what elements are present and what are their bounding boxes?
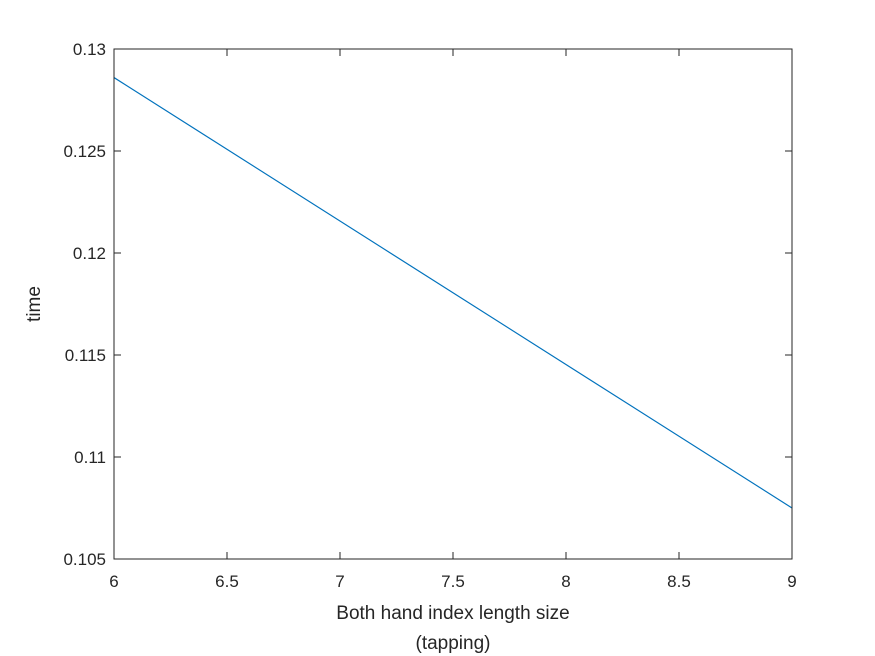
series-layer [113, 77, 793, 509]
x-axis-label-line-2: (tapping) [416, 633, 491, 654]
y-tick-label: 0.12 [73, 244, 106, 263]
y-tick-label: 0.13 [73, 40, 106, 59]
x-tick-label: 6 [109, 572, 118, 591]
y-tick-label: 0.125 [63, 142, 106, 161]
series-line [113, 77, 793, 509]
y-tick-label: 0.115 [65, 346, 106, 365]
x-tick-label: 8.5 [667, 572, 691, 591]
x-axis-label-line-1: Both hand index length size [336, 603, 569, 624]
y-tick-label: 0.11 [74, 448, 106, 467]
x-tick-label: 8 [561, 572, 570, 591]
y-axis-ticks: 0.105 0.11 0.115 0.12 0.125 0.13 [63, 40, 792, 569]
x-tick-label: 7 [335, 572, 344, 591]
x-axis-ticks: 6 6.5 7 7.5 8 8.5 9 [109, 49, 797, 591]
x-tick-label: 6.5 [215, 572, 239, 591]
x-tick-label: 7.5 [441, 572, 465, 591]
y-tick-label: 0.105 [63, 550, 106, 569]
y-axis-label: time [24, 286, 45, 322]
plot-area-background [114, 49, 792, 559]
x-tick-label: 9 [787, 572, 796, 591]
